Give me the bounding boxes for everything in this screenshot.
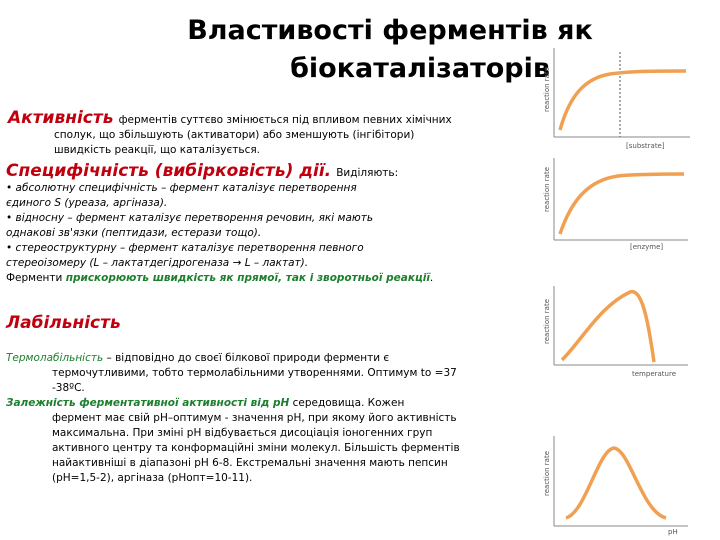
bullet-relative-2: однакові зв'язки (пептидази, естерази то… (6, 227, 262, 239)
specificity-heading: Специфічність (вибірковість) дії. (6, 161, 332, 181)
ph-line-6: (рН=1,5-2), аргіназа (рНопт=10-11). (52, 472, 253, 484)
chart-temperature: reaction rate temperature (543, 286, 688, 378)
title-line-1: Властивості ферментів як (187, 15, 593, 46)
chart-enzyme: reaction rate [enzyme] (543, 158, 688, 251)
thermo-line-2: термочутливими, тобто термолабільними ут… (52, 367, 457, 379)
chart-temperature-xlabel: temperature (632, 370, 676, 378)
accelerate-post: . (429, 272, 434, 284)
thermo-line-1: Термолабільність – відповідно до своєї б… (6, 351, 526, 366)
activity-text-2: сполук, що збільшують (активатори) або з… (54, 129, 415, 141)
chart-substrate-ylabel: reaction rate (543, 67, 551, 112)
ph-line-1: Залежність ферментативної активності від… (6, 396, 526, 411)
accelerate-green: прискорюють швидкість як прямої, так і з… (65, 272, 430, 284)
ph-text-1: середовища. Кожен (289, 397, 405, 409)
chart-enzyme-curve (558, 172, 685, 235)
chart-ph: reaction rate pH (543, 436, 688, 536)
chart-ph-xlabel: pH (668, 528, 678, 536)
chart-enzyme-xlabel: [enzyme] (630, 243, 663, 251)
chart-enzyme-ylabel: reaction rate (543, 167, 551, 212)
bullet-relative-1: • відносну – фермент каталізує перетворе… (6, 212, 374, 224)
lability-section: Лабільність Термолабільність – відповідн… (6, 313, 526, 486)
chart-temperature-ylabel: reaction rate (543, 299, 551, 344)
chart-substrate: reaction rate [substrate] (543, 48, 690, 150)
activity-heading: Активність (8, 108, 114, 128)
chart-ph-curve (565, 446, 667, 520)
chart-ph-ylabel: reaction rate (543, 451, 551, 496)
title-line-2: біокаталізаторів (290, 53, 550, 84)
ph-line-2: фермент має свій рН–оптимум - значення р… (52, 412, 457, 424)
bullet-absolute-2: єдиного S (уреаза, аргіназа). (6, 197, 168, 209)
ph-line-3: максимальна. При зміні рН відбувається д… (52, 427, 433, 439)
chart-substrate-xlabel: [substrate] (626, 142, 665, 150)
thermo-text-1: – відповідно до своєї білкової природи ф… (103, 352, 390, 364)
activity-text-3: швидкість реакції, що каталізується. (54, 144, 261, 156)
activity-section: Активність ферментів суттєво змінюється … (8, 108, 528, 158)
thermo-line-3: -38ºС. (52, 382, 85, 394)
ph-label: Залежність ферментативної активності від… (6, 397, 290, 409)
thermo-label: Термолабільність (6, 352, 104, 364)
activity-text-inline: ферментів суттєво змінюється під впливом… (118, 114, 452, 126)
accelerate-pre: Ферменти (6, 272, 63, 284)
chart-temperature-curve (560, 290, 656, 363)
ph-line-4: активного центру та конформаційні зміни … (52, 442, 460, 454)
bullet-absolute-1: • абсолютну специфічність – фермент ката… (6, 182, 357, 194)
page-title: Властивості ферментів як біокаталізаторі… (150, 12, 630, 88)
bullet-stereo-1: • стереоструктурну – фермент каталізує п… (6, 242, 364, 254)
specificity-suffix: Виділяють: (336, 167, 399, 179)
chart-substrate-curve (558, 69, 687, 131)
specificity-section: Специфічність (вибірковість) дії. Виділя… (6, 161, 526, 286)
ph-line-5: найактивніші в діапазоні рН 6-8. Екстрем… (52, 457, 448, 469)
lability-heading: Лабільність (6, 313, 121, 333)
accelerate-line: Ферменти прискорюють швидкість як прямої… (6, 271, 526, 286)
bullet-stereo-2: стереоізомеру (L – лактатдегідрогеназа →… (6, 257, 309, 269)
